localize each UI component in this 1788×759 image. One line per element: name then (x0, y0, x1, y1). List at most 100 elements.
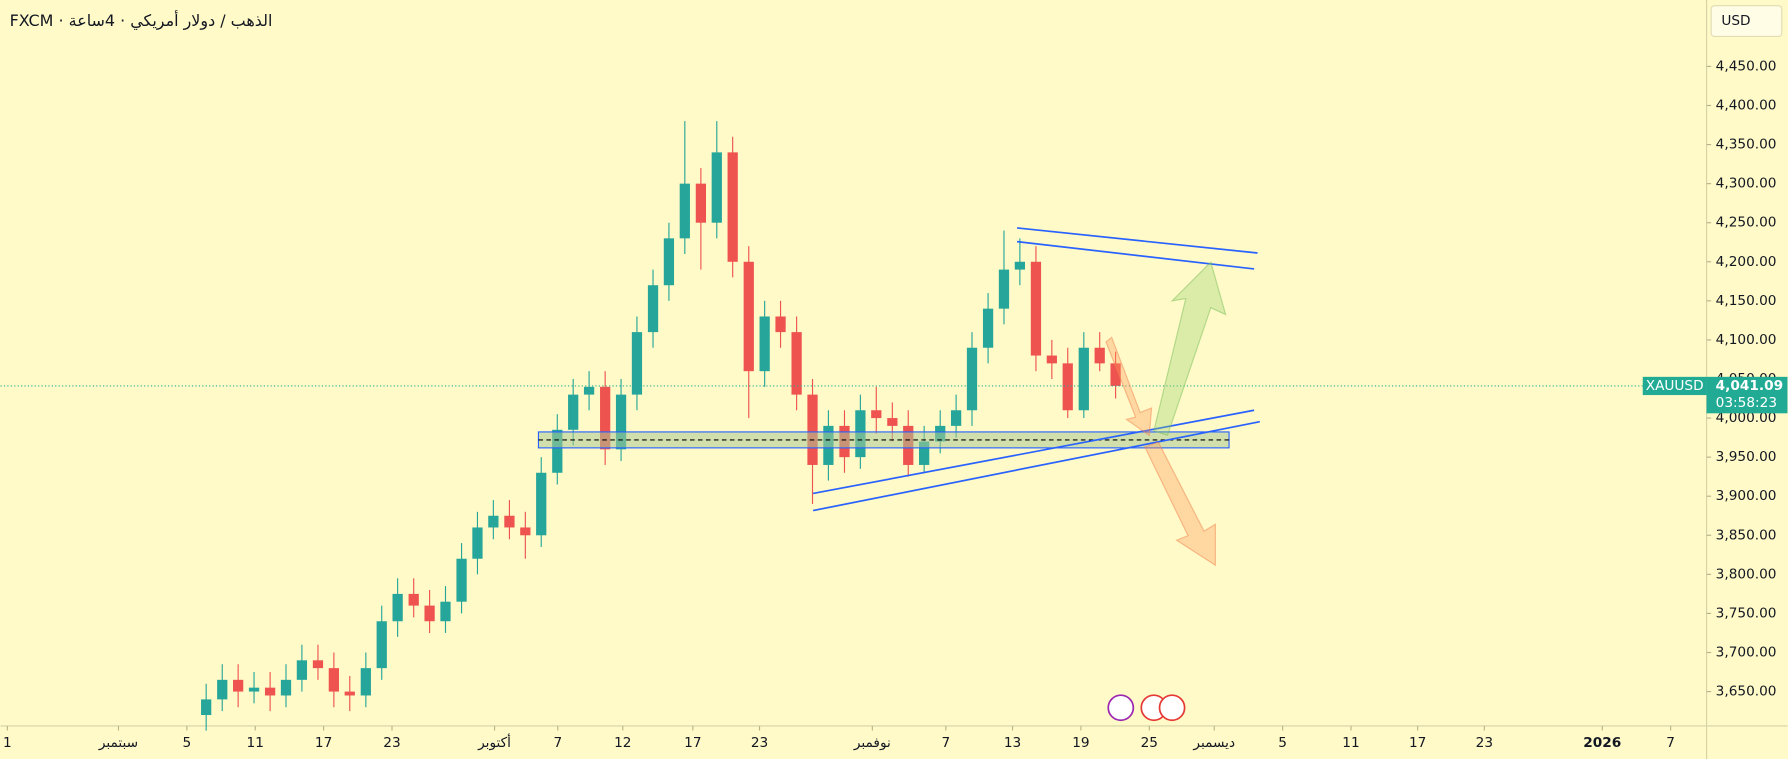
candle-body (583, 386, 595, 395)
candle-body (408, 593, 419, 606)
x-tick-label: 7 (942, 735, 951, 751)
candle-body (950, 410, 962, 426)
trend-line (1016, 240, 1255, 270)
price-tag-box (1706, 376, 1788, 414)
candle-body (472, 527, 483, 559)
currency-button[interactable]: USD (1710, 5, 1783, 38)
candle-body (568, 394, 579, 430)
x-tick-label: 7 (553, 735, 562, 751)
plot-area (0, 121, 1707, 731)
chart-title: FXCM · الذهب / دولار أمريكي · 4ساعة (10, 10, 273, 31)
y-tick-label: 4,450.00 (1716, 58, 1777, 74)
candle-body (743, 261, 754, 372)
candle-body (871, 410, 882, 419)
x-tick-label: 17 (1409, 735, 1426, 751)
candle-body (424, 605, 435, 622)
x-tick-label: 7 (1666, 735, 1675, 751)
y-tick-label: 3,850.00 (1716, 527, 1777, 543)
event-icon[interactable] (1158, 694, 1186, 722)
y-tick-label: 4,200.00 (1716, 254, 1777, 270)
x-tick-label: 1 (3, 735, 12, 751)
y-tick-label: 3,800.00 (1716, 566, 1777, 582)
candle-body (1062, 363, 1073, 411)
candle-body (1030, 261, 1042, 356)
candle-body (727, 152, 738, 262)
candle-body (600, 386, 611, 450)
axes: 3,650.00 3,700.00 3,750.00 3,800.00 3,850.00… (3, 58, 1776, 751)
candle-body (392, 593, 403, 622)
candle-body (966, 347, 978, 411)
x-tick-label: 11 (1342, 735, 1359, 751)
candle-body (1014, 261, 1026, 270)
candle-body (456, 558, 467, 602)
candle-body (711, 152, 722, 223)
candle-body (695, 183, 707, 223)
x-tick-label: 2026 (1583, 735, 1621, 751)
y-tick-label: 3,900.00 (1716, 488, 1777, 504)
x-tick-label: 11 (247, 735, 264, 751)
candle-body (647, 285, 659, 333)
candle-body (488, 515, 499, 528)
candle-body (520, 527, 531, 536)
x-tick-label: 13 (1004, 735, 1021, 751)
y-tick-label: 3,750.00 (1716, 605, 1777, 621)
x-tick-label: نوفمبر (853, 735, 891, 751)
candle-body (1046, 355, 1057, 364)
candle-body (807, 394, 818, 465)
candle-body (344, 691, 355, 696)
y-tick-label: 4,150.00 (1716, 293, 1777, 309)
down-arrow (1143, 441, 1216, 567)
up-arrow (1153, 261, 1227, 437)
x-tick-label: 5 (1278, 735, 1287, 751)
candle-body (791, 332, 802, 395)
candle-body (312, 660, 324, 669)
candle-body (296, 660, 308, 680)
countdown-label: 03:58:23 (1716, 395, 1777, 411)
candle-body (376, 621, 387, 669)
x-tick-label: سبتمبر (98, 735, 138, 751)
candle-body (201, 699, 212, 716)
candle-body (504, 515, 515, 528)
down-arrow (1105, 336, 1153, 437)
x-tick-label: 23 (1476, 735, 1493, 751)
candle-body (631, 332, 643, 395)
event-icon[interactable] (1107, 694, 1135, 722)
candle-body (679, 183, 690, 239)
candle-body (440, 601, 451, 622)
candle-body (615, 394, 627, 450)
x-tick-label: ديسمبر (1192, 735, 1235, 751)
trend-line (1016, 227, 1258, 254)
y-tick-label: 4,000.00 (1716, 410, 1777, 426)
y-tick-label: 4,100.00 (1716, 332, 1777, 348)
trend-line (812, 420, 1260, 512)
currency-button-box[interactable] (1710, 5, 1783, 38)
symbol-label: XAUUSD (1646, 378, 1704, 394)
x-tick-label: 19 (1072, 735, 1089, 751)
x-tick-label: 25 (1141, 735, 1158, 751)
candle-body (998, 269, 1010, 309)
price-tag-label: 4,041.09 (1716, 378, 1783, 394)
symbol-tag (1642, 376, 1707, 396)
y-tick-label: 3,950.00 (1716, 449, 1777, 465)
x-tick-label: 17 (684, 735, 701, 751)
candle-body (217, 679, 228, 700)
y-tick-label: 4,400.00 (1716, 97, 1777, 113)
y-tick-label: 4,350.00 (1716, 137, 1777, 153)
x-tick-label: 23 (751, 735, 768, 751)
candle-body (1110, 363, 1121, 386)
x-tick-label: أكتوبر (477, 733, 511, 751)
y-tick-label: 4,300.00 (1716, 176, 1777, 192)
currency-label[interactable]: USD (1721, 13, 1750, 29)
x-tick-label: 5 (183, 735, 192, 751)
candle-body (982, 308, 994, 348)
y-tick-label: 3,650.00 (1716, 684, 1777, 700)
candle-body (552, 429, 563, 473)
candle-body (328, 668, 339, 692)
candle-body (264, 687, 276, 696)
candle-body (759, 316, 770, 372)
candle-body (248, 687, 260, 692)
x-tick-label: 17 (315, 735, 332, 751)
